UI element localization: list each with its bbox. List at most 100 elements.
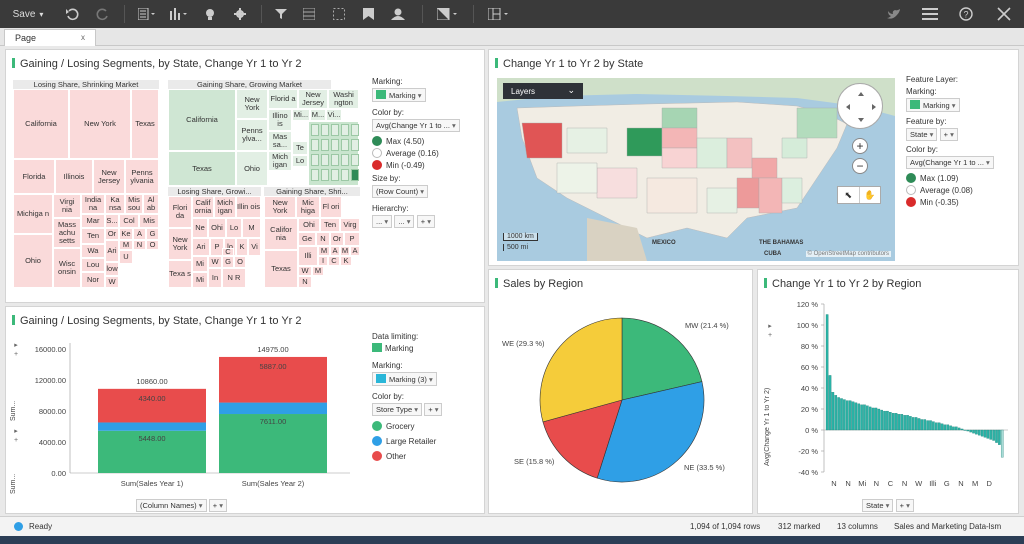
zoom-in-button[interactable]: + bbox=[852, 138, 868, 154]
treemap-small-cell[interactable] bbox=[351, 124, 359, 136]
treemap-small-cell[interactable] bbox=[311, 139, 319, 151]
treemap-cell[interactable]: G bbox=[222, 256, 234, 268]
treemap-small-cell[interactable] bbox=[321, 154, 329, 166]
treemap-cell[interactable]: California bbox=[168, 89, 236, 151]
region-bar[interactable] bbox=[983, 429, 987, 438]
treemap-cell[interactable]: Texas bbox=[264, 250, 298, 288]
treemap-cell[interactable]: New York bbox=[236, 89, 268, 119]
region-bar[interactable] bbox=[929, 420, 932, 431]
layout-icon[interactable] bbox=[482, 0, 516, 28]
treemap-cell[interactable]: Mi bbox=[192, 272, 208, 288]
zoom-out-button[interactable]: − bbox=[852, 158, 868, 174]
treemap-small-cell[interactable] bbox=[341, 124, 349, 136]
region-bar[interactable] bbox=[986, 429, 990, 439]
treemap-cell[interactable]: Vi... bbox=[326, 109, 342, 121]
treemap-cell[interactable]: M bbox=[119, 240, 133, 250]
treemap-cell[interactable]: U bbox=[119, 250, 133, 264]
treemap-cell[interactable]: Ge bbox=[298, 232, 316, 246]
region-bar[interactable] bbox=[889, 412, 892, 431]
treemap-cell[interactable]: Ten bbox=[81, 228, 105, 244]
region-bar[interactable] bbox=[955, 426, 958, 431]
filter-icon[interactable] bbox=[268, 0, 294, 28]
map-marking-dropdown[interactable]: Marking bbox=[906, 98, 960, 112]
treemap-cell[interactable]: Virgi nia bbox=[53, 194, 81, 218]
bar-segment-grocery[interactable] bbox=[219, 414, 327, 473]
data-table-icon[interactable] bbox=[294, 0, 324, 28]
bar-segment-large-retailer[interactable] bbox=[98, 422, 206, 431]
region-y-axis-arrows[interactable]: ▸ + bbox=[767, 323, 773, 339]
region-bar[interactable] bbox=[926, 420, 929, 431]
treemap-small-cells-grid[interactable] bbox=[308, 121, 359, 186]
close-icon[interactable] bbox=[984, 0, 1024, 28]
treemap-cell[interactable]: New Jersey bbox=[298, 89, 328, 109]
region-bar[interactable] bbox=[848, 400, 852, 431]
treemap-small-cell[interactable] bbox=[321, 169, 329, 181]
treemap-small-cell[interactable] bbox=[331, 139, 339, 151]
region-bar[interactable] bbox=[831, 392, 835, 431]
treemap-cell[interactable]: Illi bbox=[298, 246, 318, 266]
treemap-cell[interactable]: N bbox=[316, 232, 330, 246]
treemap-cell[interactable]: A bbox=[330, 246, 340, 256]
treemap-cell[interactable]: Ohi bbox=[208, 218, 226, 238]
select-icon[interactable] bbox=[324, 0, 354, 28]
save-button[interactable]: Save ▾ bbox=[12, 8, 44, 20]
pie-slice[interactable] bbox=[542, 399, 623, 479]
pie-slice[interactable] bbox=[596, 381, 705, 483]
region-bar[interactable] bbox=[969, 429, 972, 433]
bar-segment-grocery[interactable] bbox=[98, 430, 206, 473]
bar-segment-other[interactable] bbox=[219, 356, 327, 403]
twitter-icon[interactable] bbox=[876, 0, 912, 28]
treemap-cell[interactable]: In bbox=[208, 268, 222, 288]
treemap-cell[interactable]: New York bbox=[264, 196, 296, 218]
bar-segment-large-retailer[interactable] bbox=[219, 402, 327, 415]
region-bar[interactable] bbox=[851, 401, 855, 431]
region-bar[interactable] bbox=[909, 416, 912, 431]
treemap-cell[interactable]: Illino is bbox=[268, 109, 292, 131]
lightbulb-icon[interactable] bbox=[195, 0, 225, 28]
treemap-cell[interactable]: M bbox=[318, 246, 330, 256]
region-bar-chart[interactable]: -40 % -20 % 0 % 20 % 40 % 60 % 80 % 100 % 120 % N… bbox=[778, 296, 1016, 490]
status-columns[interactable]: 13 columns bbox=[837, 522, 878, 531]
treemap-cell[interactable]: Ke bbox=[119, 228, 133, 240]
treemap-cell[interactable]: Illin ois bbox=[236, 196, 261, 218]
region-bar[interactable] bbox=[920, 419, 924, 431]
select-tool-icon[interactable]: ⬉ bbox=[838, 187, 860, 203]
colorby-dropdown[interactable]: Avg(Change Yr 1 to ... bbox=[372, 119, 460, 132]
region-y-axis-selector[interactable]: Avg(Change Yr 1 to Yr 2) bbox=[764, 387, 771, 466]
treemap-cell[interactable]: Califor nia bbox=[264, 218, 298, 250]
treemap-cell[interactable]: O bbox=[234, 256, 246, 268]
treemap-cell[interactable]: Flori da bbox=[168, 196, 192, 228]
featureby-dropdown[interactable]: State bbox=[906, 128, 938, 141]
y-axis-arrows[interactable]: ▸ + bbox=[13, 342, 19, 358]
bar-segment-other[interactable] bbox=[98, 388, 206, 423]
region-bar[interactable] bbox=[957, 427, 961, 431]
treemap-cell[interactable]: A bbox=[133, 228, 146, 240]
treemap-cell[interactable]: Penns ylva... bbox=[236, 119, 268, 151]
region-x-add-button[interactable]: + bbox=[895, 499, 914, 512]
help-icon[interactable]: ? bbox=[948, 0, 984, 28]
treemap-cell[interactable]: W bbox=[208, 256, 222, 268]
treemap-cell[interactable]: Michiga n bbox=[13, 194, 53, 234]
treemap-cell[interactable]: Ka nsa bbox=[105, 194, 125, 214]
region-bar[interactable] bbox=[943, 424, 947, 431]
region-bar[interactable] bbox=[989, 429, 993, 440]
hierarchy-dropdown-2[interactable]: ... bbox=[394, 215, 415, 228]
treemap-small-cell[interactable] bbox=[341, 154, 349, 166]
x-axis-add-button[interactable]: + bbox=[208, 499, 228, 512]
treemap-cell[interactable]: O bbox=[146, 240, 159, 250]
region-bar[interactable] bbox=[917, 418, 921, 431]
pie-slice[interactable] bbox=[539, 317, 623, 423]
column-names-dropdown[interactable]: (Column Names) bbox=[136, 499, 207, 512]
treemap-cell[interactable]: Ne bbox=[192, 218, 208, 238]
region-bar[interactable] bbox=[932, 421, 935, 431]
map-panel[interactable]: Change Yr 1 to Yr 2 by State bbox=[488, 49, 1019, 266]
treemap-small-cell[interactable] bbox=[341, 169, 349, 181]
us-map[interactable]: Layers ⌄ + − ⬉ ✋ 1000 km 500 mi MEXICO TH… bbox=[497, 78, 895, 261]
region-bar[interactable] bbox=[980, 429, 984, 437]
status-source[interactable]: Sales and Marketing Data-lsm bbox=[894, 522, 1002, 531]
region-bar[interactable] bbox=[937, 422, 941, 431]
treemap-cell[interactable]: M bbox=[312, 266, 324, 276]
region-bar[interactable] bbox=[923, 419, 927, 431]
redo-icon[interactable] bbox=[88, 0, 118, 28]
treemap-cell[interactable]: Mi bbox=[192, 256, 208, 272]
